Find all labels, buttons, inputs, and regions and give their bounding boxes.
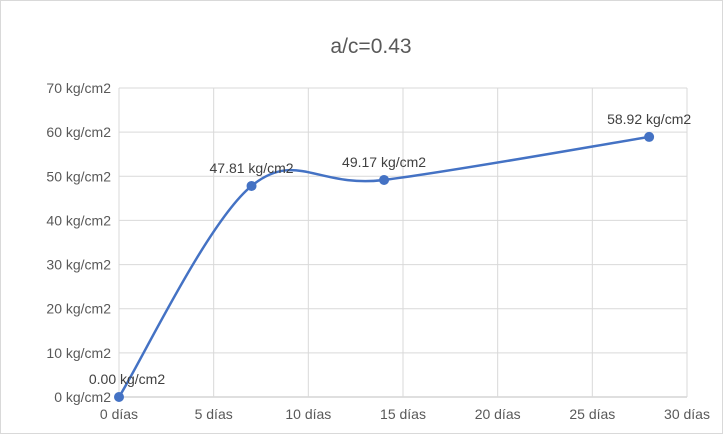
x-tick-label: 0 días [100, 406, 138, 422]
chart-title: a/c=0.43 [330, 35, 411, 58]
y-tick-label: 10 kg/cm2 [46, 345, 111, 361]
y-tick-label: 20 kg/cm2 [46, 301, 111, 317]
x-tick-label: 20 días [475, 406, 521, 422]
x-tick-label: 5 días [195, 406, 233, 422]
data-point [246, 180, 257, 191]
data-point [114, 392, 124, 402]
gridlines [118, 87, 688, 398]
data-label: 0.00 kg/cm2 [89, 371, 165, 387]
y-tick-label: 30 kg/cm2 [46, 257, 111, 273]
y-axis-tick-labels: 0 kg/cm2 10 kg/cm2 20 kg/cm2 30 kg/cm2 40 kg… [46, 80, 111, 405]
x-tick-label: 15 días [380, 406, 426, 422]
y-tick-label: 70 kg/cm2 [46, 80, 111, 96]
x-tick-label: 30 días [664, 406, 710, 422]
data-label: 47.81 kg/cm2 [210, 160, 294, 176]
data-label: 49.17 kg/cm2 [342, 154, 426, 170]
data-label: 58.92 kg/cm2 [607, 111, 691, 127]
y-tick-label: 50 kg/cm2 [46, 168, 111, 184]
data-point [644, 131, 655, 142]
data-point [379, 174, 390, 185]
y-tick-label: 0 kg/cm2 [54, 389, 111, 405]
x-tick-label: 25 días [569, 406, 615, 422]
series-line [117, 135, 650, 398]
x-axis-tick-labels: 0 días 5 días 10 días 15 días 20 días 25 días… [100, 406, 710, 422]
series-group: 0.00 kg/cm2 47.81 kg/cm2 49.17 kg/cm2 58.92… [89, 111, 691, 402]
y-tick-label: 60 kg/cm2 [46, 124, 111, 140]
x-tick-label: 10 días [285, 406, 331, 422]
y-tick-label: 40 kg/cm2 [46, 212, 111, 228]
